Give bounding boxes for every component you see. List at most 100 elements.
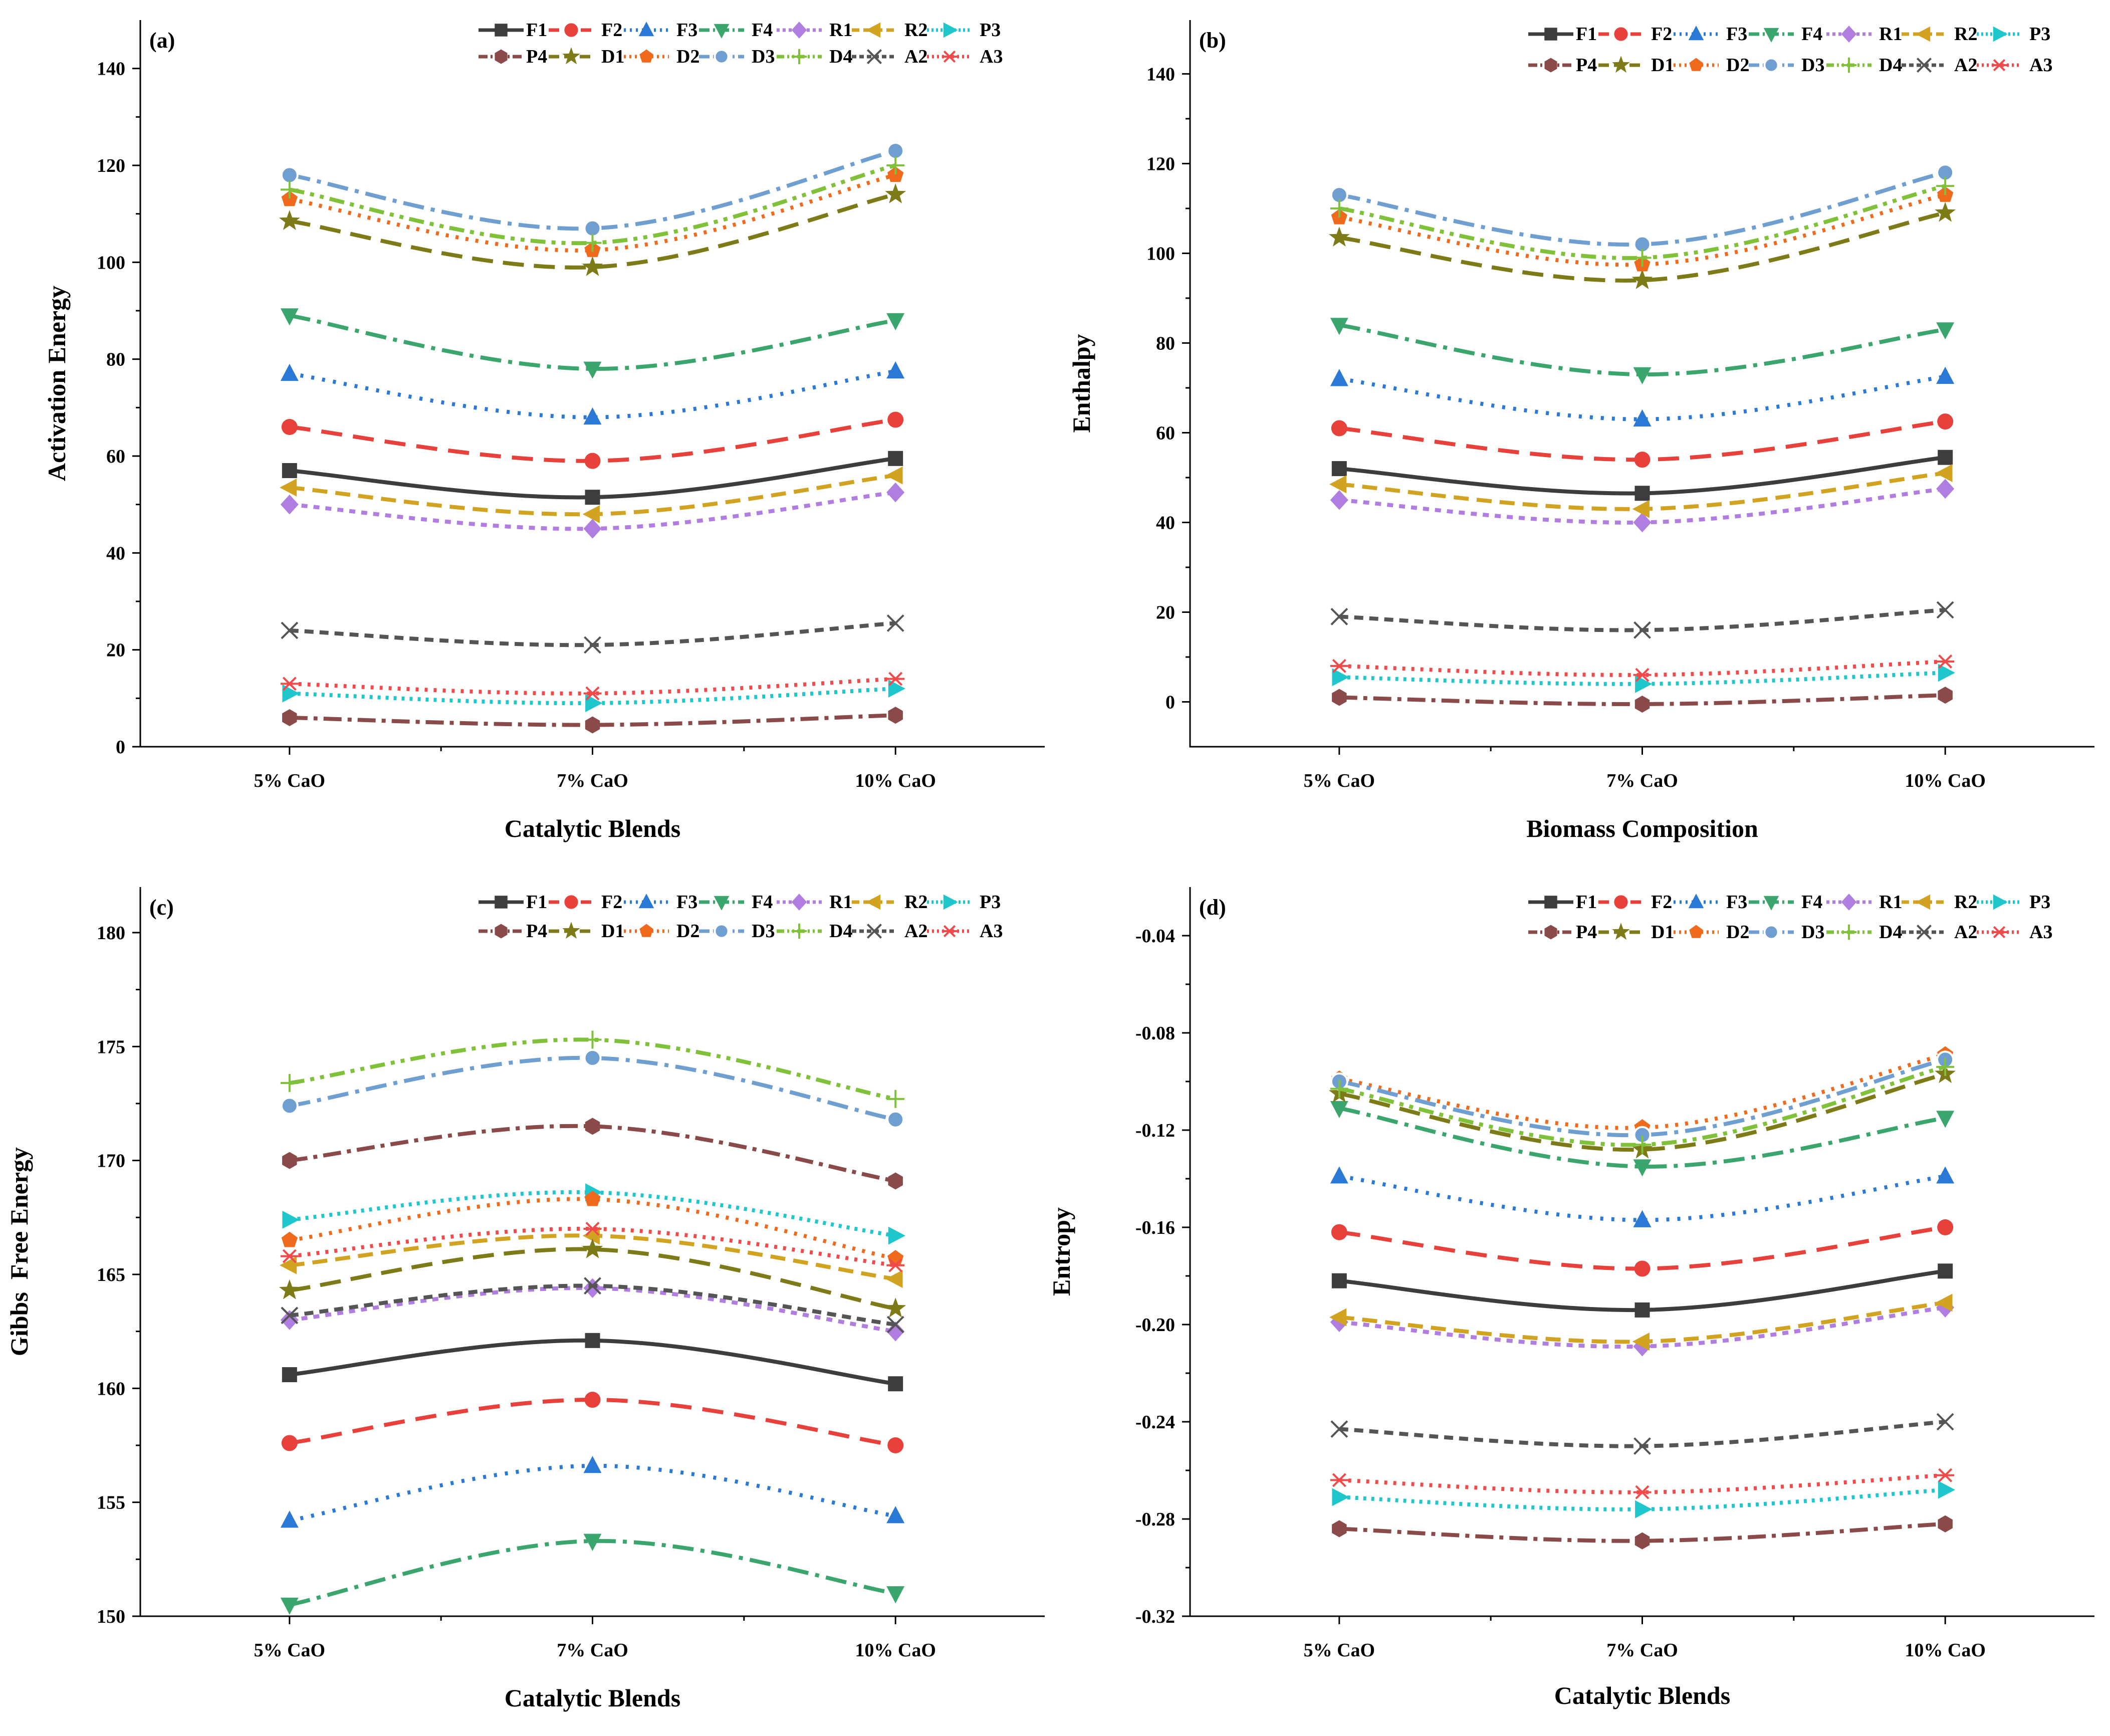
data-point-A2 bbox=[1330, 1420, 1348, 1438]
legend-marker-R2 bbox=[1916, 26, 1931, 42]
series-P4 bbox=[1332, 687, 1953, 713]
legend-marker-R1 bbox=[791, 22, 807, 39]
data-point-D1 bbox=[885, 183, 906, 203]
data-point-F2 bbox=[281, 419, 298, 435]
data-point-D4 bbox=[583, 1030, 602, 1049]
panel-label: (a) bbox=[149, 28, 175, 53]
legend-marker-R1 bbox=[1841, 26, 1857, 43]
series-D3 bbox=[1330, 163, 1955, 254]
data-point-D1 bbox=[1328, 227, 1350, 247]
legend-item-F2: F2 bbox=[549, 892, 622, 913]
legend-item-P4: P4 bbox=[1528, 922, 1597, 943]
legend-label: D3 bbox=[1801, 55, 1824, 76]
y-tick-label: 160 bbox=[97, 1378, 125, 1399]
data-point-R2 bbox=[1935, 464, 1953, 483]
data-point-D2 bbox=[584, 1190, 601, 1206]
x-axis-title: Catalytic Blends bbox=[1554, 1681, 1730, 1709]
data-point-D1 bbox=[582, 256, 603, 276]
data-point-R2 bbox=[1329, 475, 1347, 494]
series-R1 bbox=[280, 1278, 905, 1342]
data-point-F3 bbox=[1633, 409, 1652, 427]
legend-marker-D3 bbox=[1763, 924, 1779, 940]
y-tick-label: 60 bbox=[1156, 422, 1175, 444]
data-point-D4 bbox=[1633, 249, 1652, 267]
data-point-D2 bbox=[281, 1231, 298, 1247]
series-F1 bbox=[1331, 450, 1953, 501]
legend-item-R1: R1 bbox=[1826, 892, 1902, 913]
legend-label: D2 bbox=[1726, 55, 1749, 76]
legend-item-F1: F1 bbox=[1528, 892, 1597, 913]
y-tick-label: 100 bbox=[1146, 243, 1175, 264]
series-line-D2 bbox=[1339, 1052, 1946, 1130]
legend-item-D3: D3 bbox=[699, 921, 775, 942]
series-P3 bbox=[1332, 1480, 1955, 1518]
series-F4 bbox=[1330, 1101, 1955, 1177]
legend-item-F3: F3 bbox=[624, 892, 697, 913]
legend-marker-F4 bbox=[714, 24, 730, 39]
legend-label: F3 bbox=[1726, 892, 1747, 913]
legend-marker-D3 bbox=[1763, 57, 1779, 73]
legend-label: D1 bbox=[1651, 922, 1674, 943]
series-line-D1 bbox=[1339, 210, 1946, 283]
legend-label: R2 bbox=[904, 892, 927, 913]
legend-marker-F2 bbox=[564, 895, 578, 909]
data-point-A3 bbox=[1936, 654, 1955, 669]
legend-marker-P4 bbox=[495, 924, 508, 939]
x-tick-label: 10% CaO bbox=[1905, 770, 1986, 791]
legend-label: D1 bbox=[1651, 55, 1674, 76]
series-line-D3 bbox=[1339, 170, 1946, 247]
data-point-R1 bbox=[583, 1278, 602, 1298]
data-point-R1 bbox=[1936, 479, 1955, 499]
data-point-D1 bbox=[279, 210, 300, 230]
series-line-A2 bbox=[1339, 608, 1946, 632]
y-tick-label: 40 bbox=[1156, 512, 1175, 533]
legend-label: F4 bbox=[752, 20, 773, 41]
x-tick-label: 10% CaO bbox=[1905, 1640, 1986, 1661]
legend-marker-F3 bbox=[638, 894, 654, 909]
data-point-D2 bbox=[887, 1250, 904, 1265]
panel-label: (b) bbox=[1199, 28, 1226, 53]
legend-marker-F3 bbox=[1688, 894, 1704, 909]
data-point-F1 bbox=[1634, 1302, 1650, 1318]
series-line-D3 bbox=[289, 1055, 896, 1122]
series-line-D1 bbox=[289, 1247, 896, 1311]
legend-marker-A3 bbox=[1991, 59, 2007, 72]
data-point-A2 bbox=[1330, 608, 1348, 625]
data-point-D4 bbox=[886, 156, 905, 174]
series-line-D1 bbox=[1339, 1072, 1946, 1152]
legend-marker-F3 bbox=[1688, 26, 1704, 41]
series-F4 bbox=[280, 1534, 905, 1615]
y-tick-label: 0 bbox=[116, 737, 125, 758]
legend-label: P4 bbox=[526, 921, 547, 942]
legend-marker-A2 bbox=[1916, 57, 1932, 73]
data-point-F3 bbox=[886, 1506, 905, 1524]
legend-item-A2: A2 bbox=[852, 921, 927, 942]
series-F2 bbox=[1331, 1219, 1954, 1277]
data-point-P3 bbox=[1332, 1488, 1349, 1506]
data-point-F2 bbox=[887, 411, 904, 428]
series-line-P4 bbox=[289, 713, 896, 727]
y-tick-label: -0.04 bbox=[1135, 926, 1175, 947]
y-tick-label: 80 bbox=[1156, 333, 1175, 354]
x-axis-title: Biomass Composition bbox=[1526, 814, 1758, 842]
series-D4 bbox=[1330, 177, 1955, 267]
series-line-A3 bbox=[1339, 1473, 1946, 1494]
legend-label: R1 bbox=[829, 892, 852, 913]
data-point-F4 bbox=[1633, 367, 1652, 384]
series-line-P4 bbox=[289, 1124, 896, 1183]
panel-c: 150 155 160 165 170 175 180 5% CaO 7% CaO 10% CaO… bbox=[5, 887, 1045, 1712]
series-A3 bbox=[1330, 654, 1955, 682]
legend-marker-F1 bbox=[495, 24, 508, 37]
y-tick-label: 120 bbox=[97, 155, 125, 176]
series-A2 bbox=[281, 614, 904, 654]
data-point-A3 bbox=[1936, 1468, 1955, 1482]
legend-label: D4 bbox=[1879, 922, 1902, 943]
data-point-D4 bbox=[583, 234, 602, 252]
legend-item-D2: D2 bbox=[1674, 55, 1749, 76]
series-line-A2 bbox=[1339, 1420, 1946, 1448]
legend-label: F1 bbox=[1576, 892, 1597, 913]
series-line-A3 bbox=[1339, 659, 1946, 677]
data-point-R2 bbox=[1632, 500, 1650, 518]
data-point-P3 bbox=[1635, 675, 1653, 693]
